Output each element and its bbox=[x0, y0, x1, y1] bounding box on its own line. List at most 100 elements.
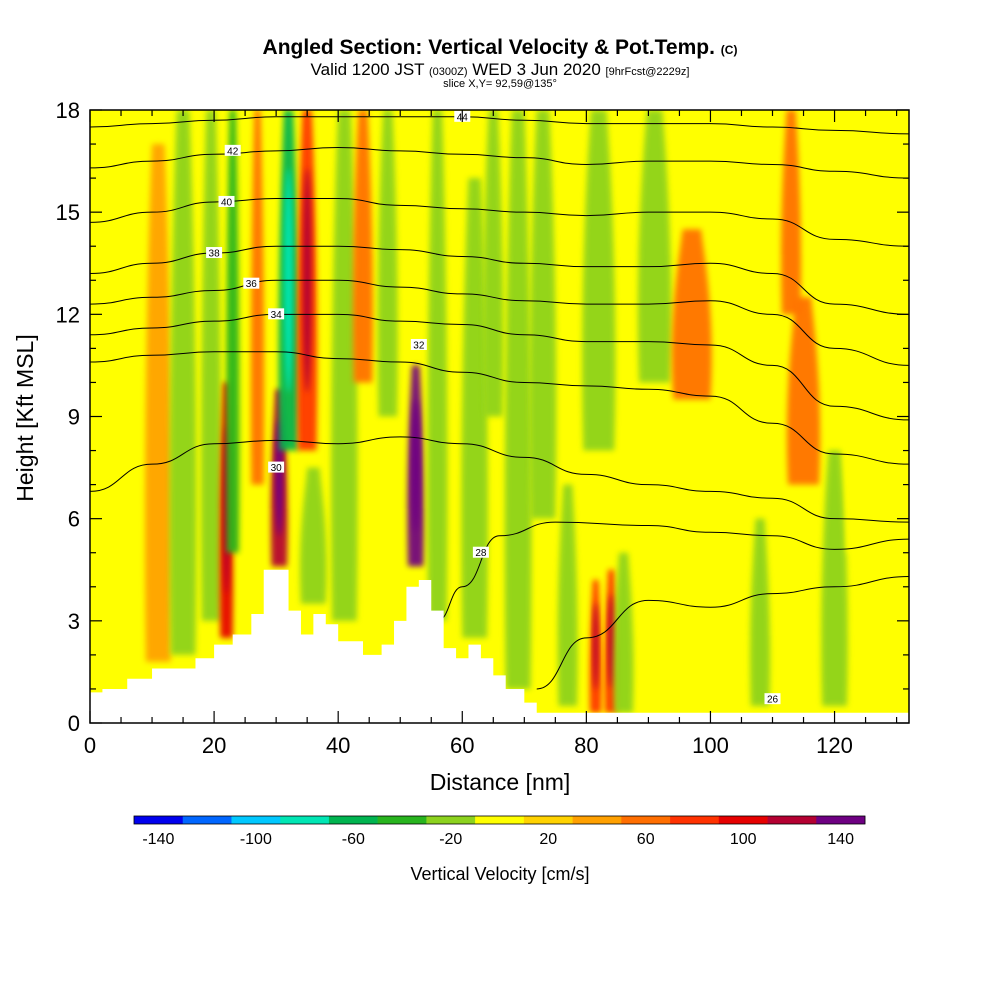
velocity-cell bbox=[613, 552, 634, 713]
velocity-cell bbox=[144, 144, 172, 662]
velocity-cell bbox=[483, 110, 504, 417]
contour-label-bg bbox=[224, 144, 241, 156]
velocity-cell bbox=[331, 110, 358, 621]
velocity-cell bbox=[781, 110, 802, 315]
velocity-cell bbox=[637, 110, 672, 383]
theta-contour bbox=[90, 436, 909, 523]
velocity-cell bbox=[846, 110, 873, 553]
theta-contour bbox=[536, 576, 909, 690]
valid-utc: (0300Z) bbox=[429, 66, 468, 78]
y-tick-label: 18 bbox=[56, 98, 80, 123]
velocity-cell bbox=[300, 467, 327, 604]
colorbar-segment bbox=[718, 816, 768, 824]
forecast-tag: [9hrFcst@2229z] bbox=[605, 66, 690, 78]
x-tick-label: 80 bbox=[574, 733, 598, 758]
colorbar-segment bbox=[572, 816, 622, 824]
colorbar-frame bbox=[133, 815, 866, 825]
colorbar-tick-label: 100 bbox=[730, 831, 757, 848]
theta-contour bbox=[90, 146, 909, 179]
contour-label: 30 bbox=[271, 463, 283, 474]
colorbar-segment bbox=[328, 816, 378, 824]
colorbar-tick-label: -60 bbox=[342, 831, 365, 848]
velocity-core bbox=[412, 399, 420, 533]
y-tick-label: 0 bbox=[68, 711, 80, 736]
velocity-core bbox=[608, 594, 614, 689]
x-tick-label: 120 bbox=[816, 733, 853, 758]
x-tick-label: 60 bbox=[450, 733, 474, 758]
colorbar-tick-label: -140 bbox=[142, 831, 174, 848]
contour-label: 42 bbox=[227, 146, 239, 157]
velocity-cell bbox=[91, 110, 126, 693]
colorbar-tick-label: -100 bbox=[240, 831, 272, 848]
velocity-cell bbox=[169, 110, 197, 655]
chart-subtitle: Valid 1200 JST (0300Z) WED 3 Jun 2020 [9… bbox=[0, 61, 1000, 81]
velocity-core bbox=[593, 602, 599, 691]
x-axis: 0 20 40 60 80 100 120 bbox=[84, 110, 898, 758]
colorbar-tick-label: 20 bbox=[539, 831, 557, 848]
contour-label-bg bbox=[218, 195, 235, 207]
colorbar-segment bbox=[280, 816, 330, 824]
velocity-cell bbox=[821, 450, 848, 706]
colorbar-tick-label: -20 bbox=[439, 831, 462, 848]
velocity-cell bbox=[557, 484, 578, 706]
slice-info: slice X,Y= 92,59@135° bbox=[443, 78, 557, 90]
velocity-cell bbox=[504, 110, 532, 689]
velocity-cell bbox=[427, 110, 448, 621]
y-tick-label: 9 bbox=[68, 405, 80, 430]
y-tick-label: 12 bbox=[56, 302, 80, 327]
x-axis-title: Distance [nm] bbox=[430, 769, 571, 795]
colorbar-segment bbox=[182, 816, 232, 824]
velocity-cell bbox=[353, 110, 373, 383]
velocity-cell bbox=[461, 178, 489, 638]
contour-label-bg bbox=[206, 247, 223, 259]
colorbar-segment bbox=[134, 816, 184, 824]
colorbar-segment bbox=[767, 816, 817, 824]
velocity-cell bbox=[582, 110, 616, 451]
chart-title: Angled Section: Vertical Velocity & Pot.… bbox=[262, 36, 738, 59]
velocity-cell bbox=[250, 110, 265, 485]
x-tick-label: 40 bbox=[326, 733, 350, 758]
colorbar-tick-label: 60 bbox=[637, 831, 655, 848]
velocity-cell bbox=[880, 110, 901, 713]
y-tick-label: 15 bbox=[56, 200, 80, 225]
colorbar-tick-label: 140 bbox=[827, 831, 854, 848]
contour-label: 26 bbox=[767, 695, 779, 706]
contour-label: 38 bbox=[209, 249, 221, 260]
y-tick-label: 3 bbox=[68, 609, 80, 634]
colorbar-segment bbox=[377, 816, 427, 824]
colorbar-segment bbox=[475, 816, 525, 824]
x-tick-label: 100 bbox=[692, 733, 729, 758]
velocity-cell bbox=[377, 110, 398, 417]
contour-label-bg bbox=[472, 546, 489, 558]
contour-label-bg bbox=[268, 461, 285, 473]
theta-contour bbox=[437, 521, 909, 622]
vertical-velocity-field bbox=[91, 110, 901, 713]
colorbar-segment bbox=[523, 816, 573, 824]
velocity-cell bbox=[786, 297, 821, 485]
velocity-cell bbox=[671, 229, 712, 400]
colorbar-segment bbox=[816, 816, 866, 824]
contour-label-bg bbox=[268, 308, 285, 320]
x-tick-label: 0 bbox=[84, 733, 96, 758]
colorbar-segment bbox=[231, 816, 281, 824]
contour-label: 34 bbox=[271, 310, 283, 321]
terrain-mask bbox=[90, 569, 909, 723]
contour-label: 36 bbox=[246, 279, 258, 290]
colorbar-segment bbox=[670, 816, 720, 824]
y-tick-label: 6 bbox=[68, 507, 80, 532]
valid-prefix: Valid 1200 JST bbox=[310, 60, 425, 79]
velocity-cell bbox=[750, 518, 771, 706]
x-tick-label: 20 bbox=[202, 733, 226, 758]
colorbar-segment bbox=[426, 816, 476, 824]
colorbar-title: Vertical Velocity [cm/s] bbox=[410, 864, 589, 884]
theta-contour bbox=[90, 279, 909, 366]
velocity-cell bbox=[226, 110, 240, 553]
colorbar-segment bbox=[621, 816, 671, 824]
colorbar: -140 -100 -60 -20 20 60 100 140 bbox=[133, 815, 866, 848]
contour-label-bg bbox=[764, 693, 781, 705]
title-tag: (C) bbox=[720, 43, 738, 57]
y-axis-title: Height [Kft MSL] bbox=[12, 334, 38, 501]
contour-label-bg bbox=[410, 338, 427, 350]
